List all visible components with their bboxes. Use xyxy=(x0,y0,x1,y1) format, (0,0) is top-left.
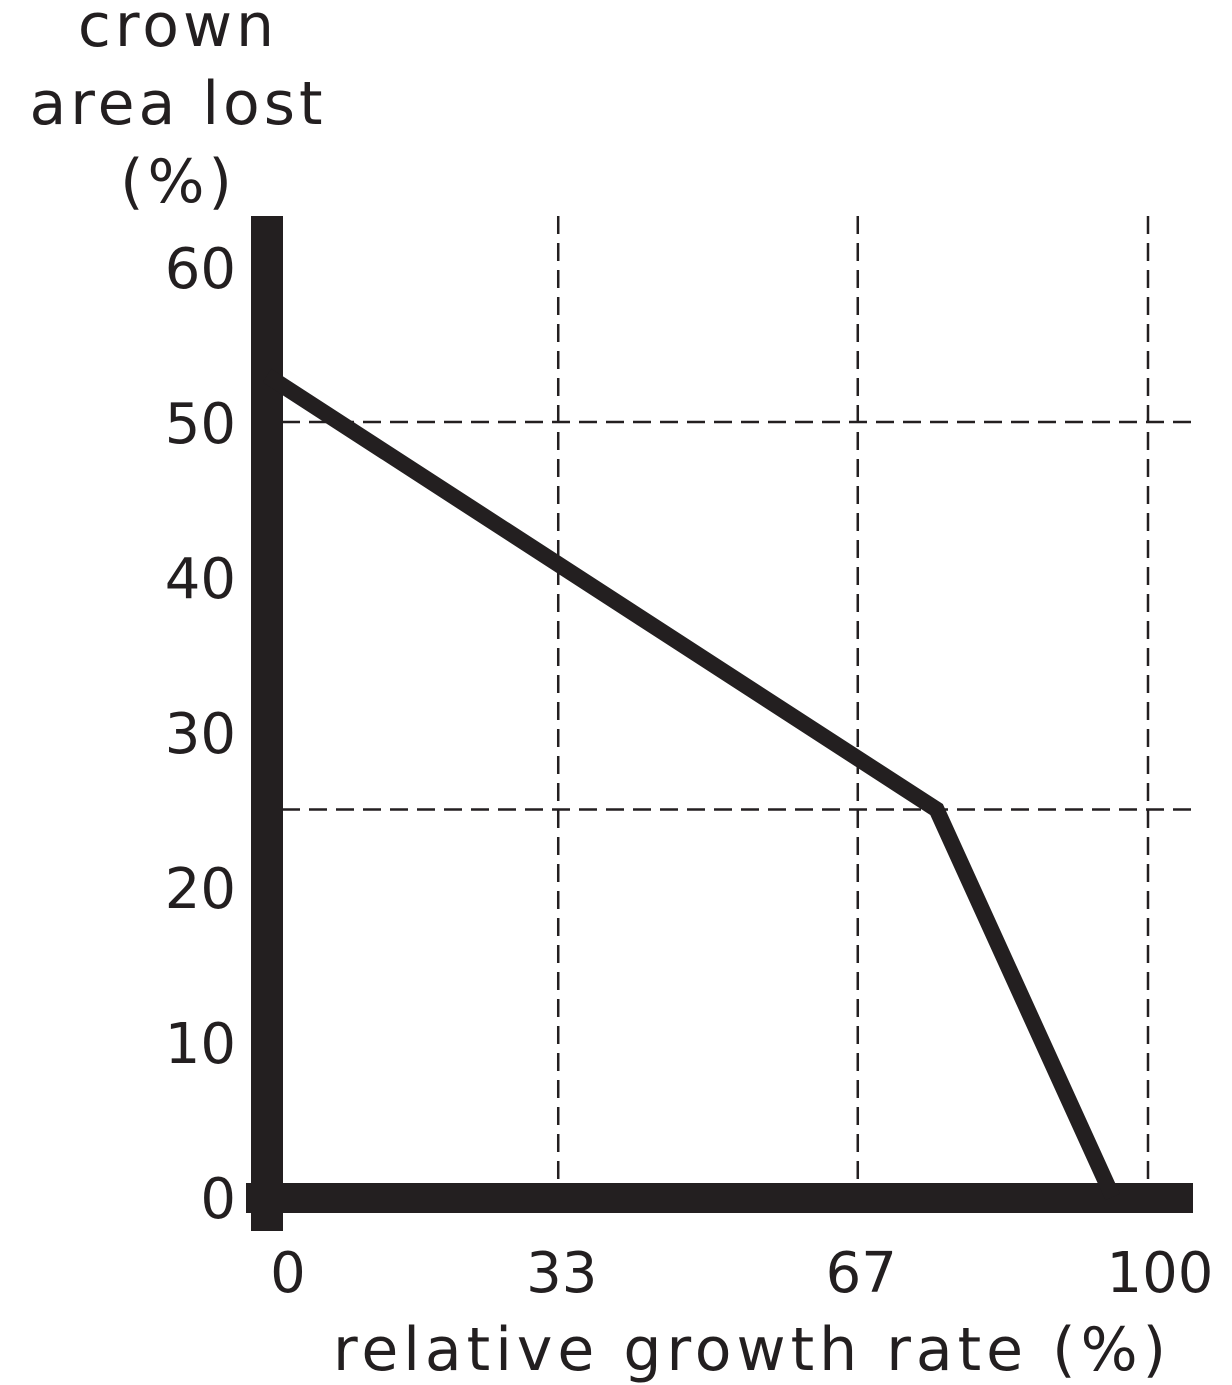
series xyxy=(262,368,1121,1201)
y-axis-title-line-2: area lost xyxy=(29,69,326,139)
x-axis-title: relative growth rate (%) xyxy=(333,1315,1171,1385)
x-tick-labels: 0 33 67 100 xyxy=(270,1241,1213,1306)
x-axis-line xyxy=(246,1183,1193,1213)
x-tick-label: 100 xyxy=(1107,1241,1214,1306)
axes xyxy=(246,216,1193,1231)
x-tick-label: 33 xyxy=(526,1241,597,1306)
y-tick-label: 50 xyxy=(165,392,236,457)
y-tick-label: 10 xyxy=(165,1012,236,1077)
grid xyxy=(282,216,1193,1185)
y-tick-label: 60 xyxy=(165,237,236,302)
series-line xyxy=(262,368,1121,1201)
x-tick-label: 67 xyxy=(826,1241,897,1306)
y-tick-labels: 0 10 20 30 40 50 60 xyxy=(165,237,236,1232)
y-tick-label: 40 xyxy=(165,547,236,612)
y-tick-label: 30 xyxy=(165,702,236,767)
y-axis-title-line-3: (%) xyxy=(120,147,236,217)
y-axis-line xyxy=(251,216,283,1231)
y-axis-title: crown area lost (%) xyxy=(29,0,326,217)
x-tick-label: 0 xyxy=(270,1241,306,1306)
y-tick-label: 0 xyxy=(200,1167,236,1232)
y-tick-label: 20 xyxy=(165,857,236,922)
y-axis-title-line-1: crown xyxy=(78,0,278,61)
